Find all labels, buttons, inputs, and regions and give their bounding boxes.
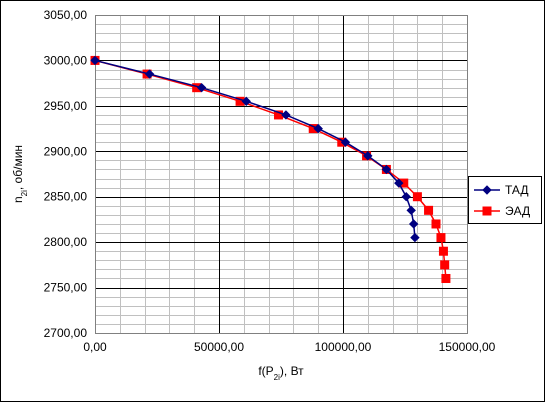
- y-tick-label: 2900,00: [44, 144, 88, 158]
- legend: ТАД ЭАД: [468, 176, 542, 224]
- x-tick-label: 100000,00: [315, 340, 372, 354]
- data-point: [441, 273, 451, 283]
- y-tick-label: 2700,00: [44, 326, 88, 340]
- data-point: [406, 205, 416, 216]
- y-tick-label: 3050,00: [44, 8, 88, 22]
- data-point: [408, 219, 419, 229]
- data-point: [381, 164, 392, 175]
- legend-box: [468, 176, 542, 224]
- data-point: [363, 151, 373, 161]
- plot-area: [95, 15, 467, 333]
- legend-swatch-marker: [482, 185, 492, 195]
- data-point: [401, 192, 411, 202]
- data-point: [241, 96, 251, 107]
- x-tick-label: 0,00: [83, 340, 107, 354]
- data-point: [410, 232, 420, 243]
- data-point: [281, 110, 291, 120]
- legend-label: ТАД: [505, 183, 528, 197]
- plot-border: [95, 15, 468, 334]
- data-point: [412, 192, 422, 202]
- data-point: [424, 205, 434, 215]
- data-point: [340, 137, 351, 147]
- x-tick-label: 50000,00: [194, 340, 244, 354]
- y-tick-label: 2800,00: [44, 235, 88, 249]
- y-tick-label: 3000,00: [44, 53, 88, 67]
- y-tick-label: 2850,00: [44, 190, 88, 204]
- x-axis-label: f(P2i), Вт: [258, 364, 304, 382]
- data-point: [394, 178, 404, 188]
- y-axis-label: n2i, об/мин: [11, 145, 29, 203]
- data-point: [431, 219, 441, 229]
- data-point: [90, 55, 100, 66]
- legend-swatch-marker: [482, 206, 492, 216]
- y-tick-label: 2950,00: [44, 99, 88, 113]
- data-point: [436, 233, 446, 243]
- data-point: [440, 260, 450, 270]
- data-point: [196, 82, 207, 93]
- x-tick-label: 150000,00: [439, 340, 496, 354]
- series-tad: [90, 55, 420, 243]
- data-point: [144, 69, 155, 79]
- y-tick-label: 2750,00: [44, 281, 88, 295]
- data-point: [438, 246, 448, 256]
- legend-label: ЭАД: [505, 204, 530, 218]
- data-point: [313, 123, 323, 134]
